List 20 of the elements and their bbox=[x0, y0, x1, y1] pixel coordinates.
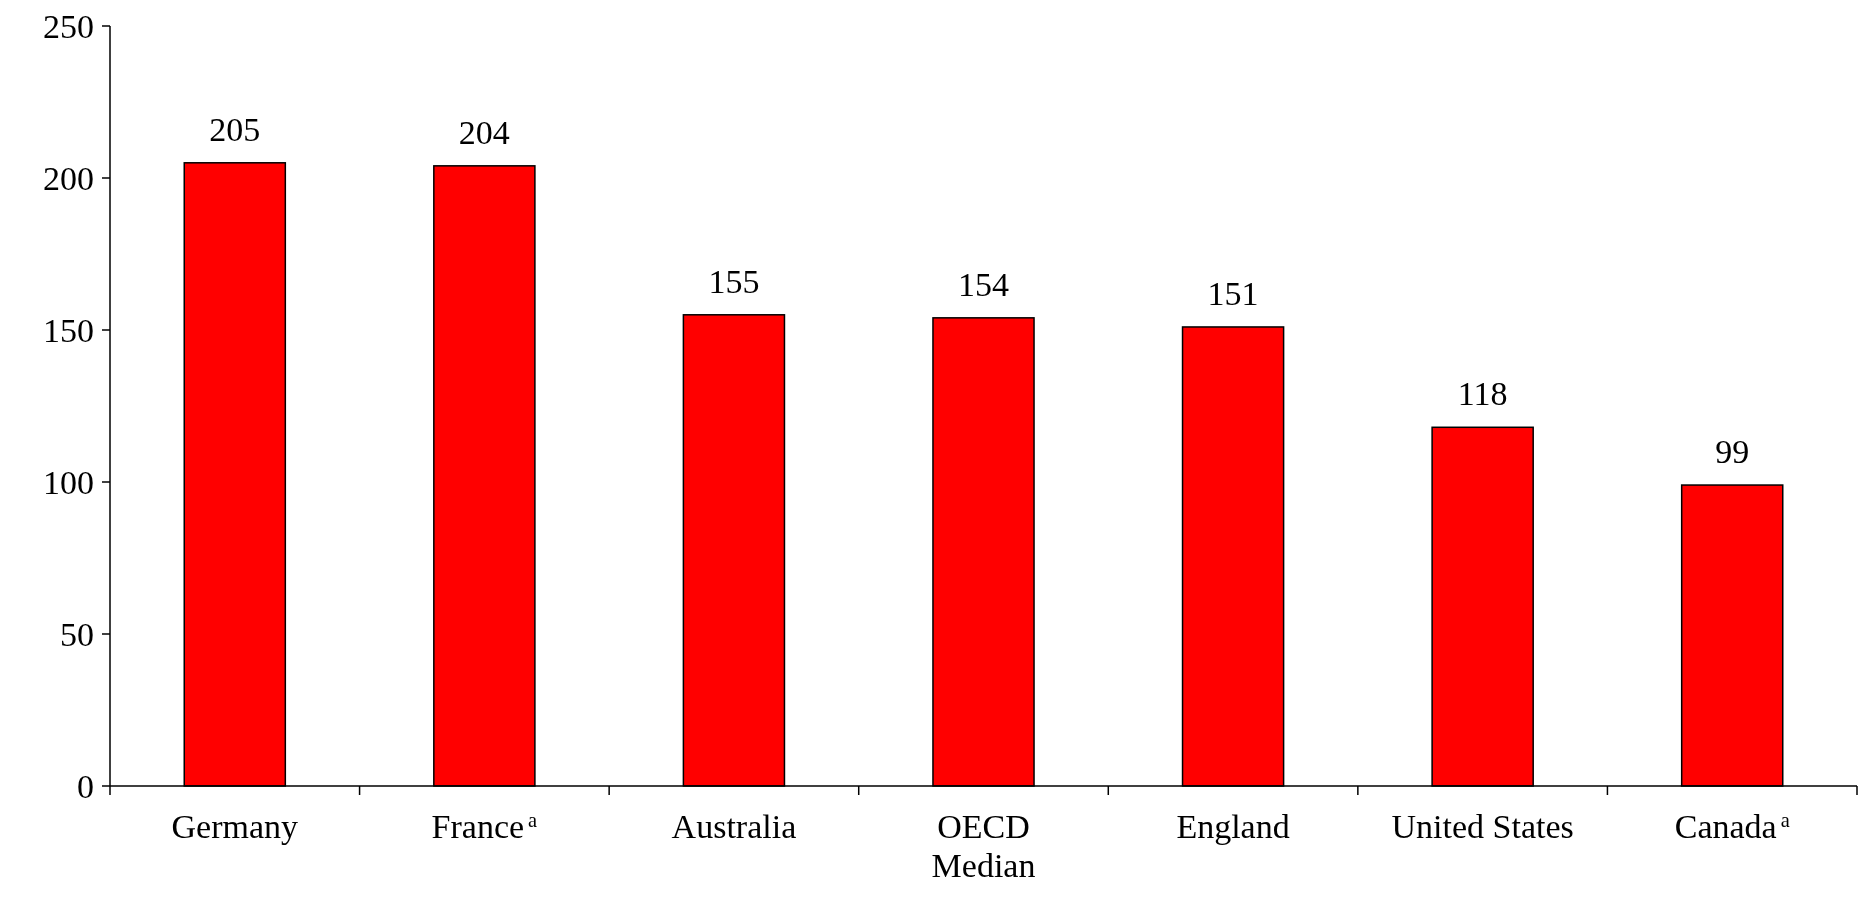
x-tick-label: OECD Median bbox=[931, 808, 1036, 885]
x-tick-label: Canada$^{a}$ bbox=[1674, 808, 1790, 845]
x-tick-label: United States bbox=[1391, 808, 1574, 845]
data-label: 154 bbox=[958, 265, 1009, 303]
y-tick-label: 200 bbox=[43, 159, 94, 197]
y-tick-label: 150 bbox=[43, 311, 94, 349]
x-tick-label: England bbox=[1176, 808, 1290, 845]
y-tick-label: 100 bbox=[43, 463, 94, 501]
y-tick-label: 250 bbox=[43, 7, 94, 45]
data-label: 99 bbox=[1715, 433, 1750, 471]
x-tick-label: Australia bbox=[671, 808, 797, 845]
data-label: 155 bbox=[708, 262, 760, 300]
x-tick-label: Germany bbox=[171, 808, 299, 845]
y-tick-label: 0 bbox=[77, 767, 94, 805]
data-label: 204 bbox=[458, 113, 510, 151]
data-label: 205 bbox=[209, 110, 261, 148]
data-label: 151 bbox=[1207, 274, 1259, 312]
y-tick-label: 50 bbox=[60, 615, 94, 653]
x-tick-label: France$^{a}$ bbox=[431, 808, 538, 845]
data-label: 118 bbox=[1457, 375, 1508, 413]
